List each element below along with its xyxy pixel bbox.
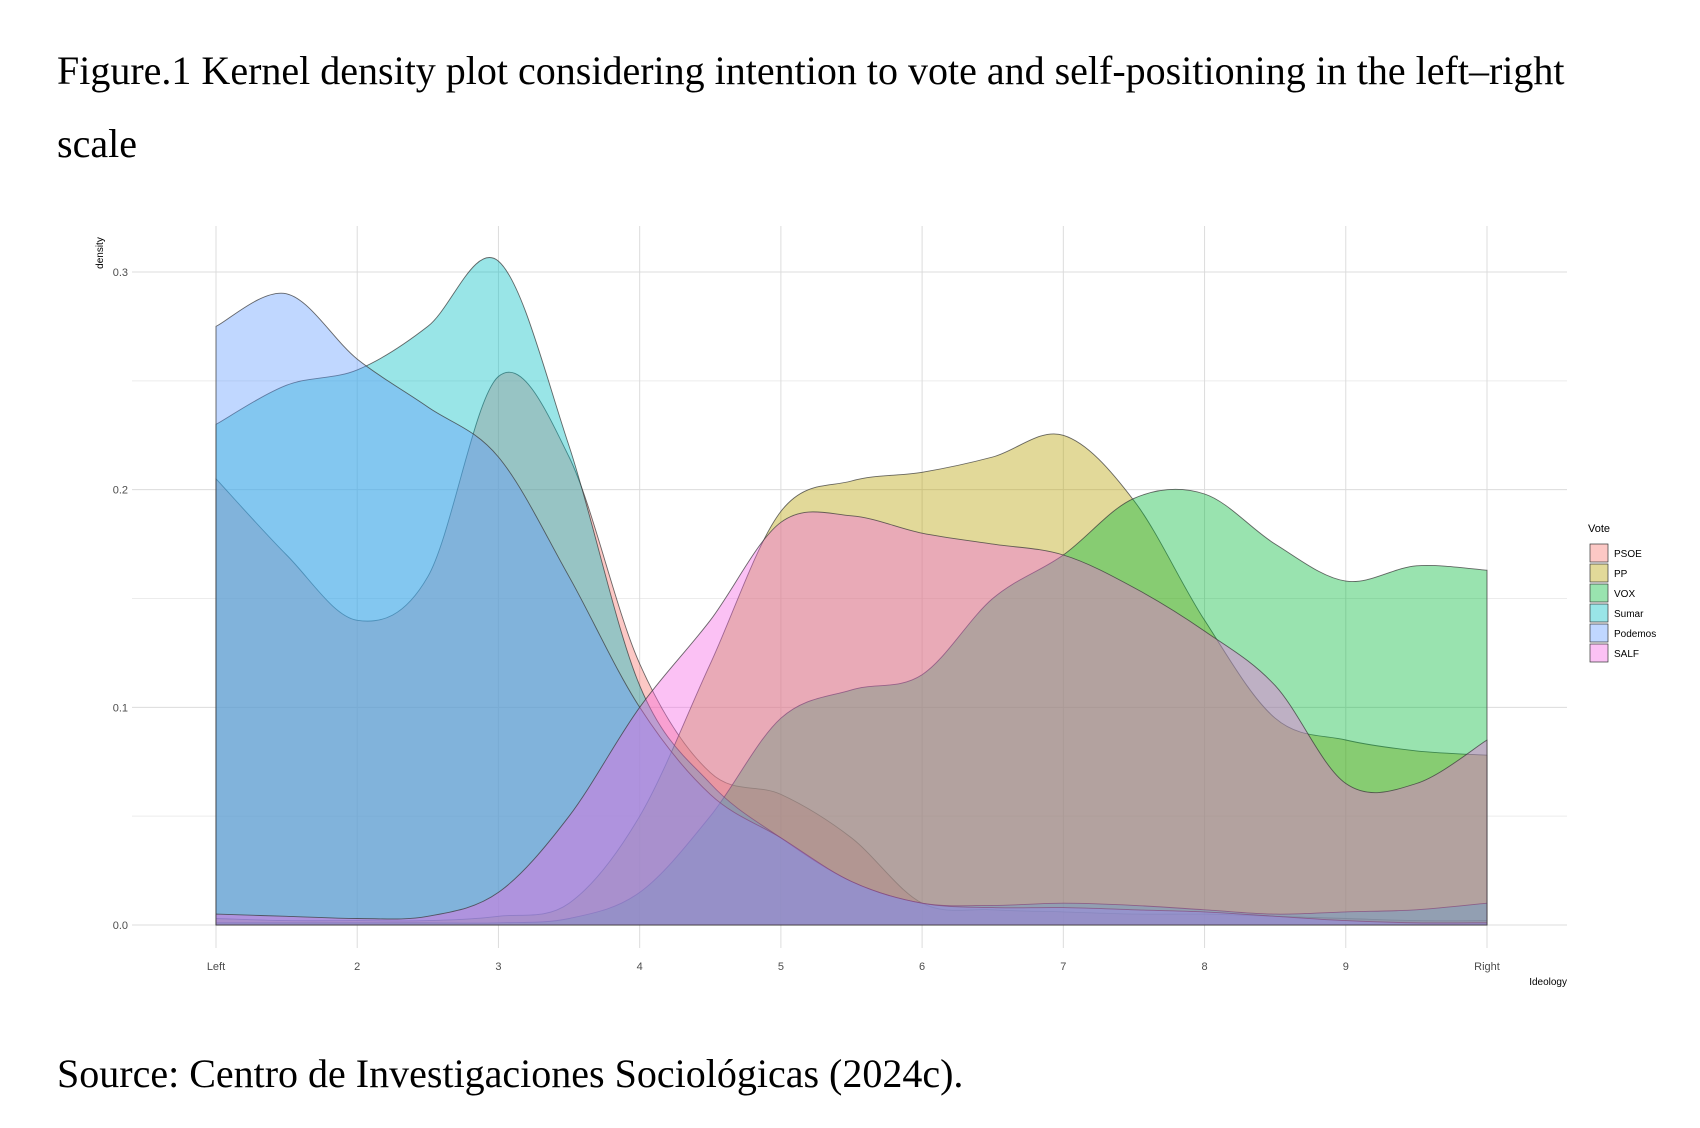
legend-swatch	[1589, 563, 1609, 583]
x-tick-label: 8	[1201, 961, 1207, 973]
y-tick-label: 0.2	[113, 485, 128, 497]
x-tick-label: 4	[637, 961, 643, 973]
figure-caption: Figure.1 Kernel density plot considering…	[57, 48, 1565, 166]
grid-lines	[132, 226, 1567, 948]
legend-label: Sumar	[1614, 609, 1644, 620]
legend-label: PP	[1614, 569, 1628, 580]
x-axis-title: Ideology	[1529, 977, 1567, 988]
legend-swatch	[1589, 603, 1609, 623]
axis-ticks: 0.0 0.1 0.2 0.3 Left 2 3 4 5 6 7 8 9 Right	[113, 267, 1500, 973]
legend-swatch	[1589, 543, 1609, 563]
plot-background	[132, 218, 1567, 948]
y-axis-title: density	[95, 237, 106, 269]
legend: Vote PSOE PP VOX Sumar Podemos SALF	[1588, 523, 1656, 663]
legend-item-salf: SALF	[1589, 643, 1639, 663]
legend-label: VOX	[1614, 589, 1635, 600]
density-area-vox	[215, 488, 1488, 926]
density-area-salf	[215, 511, 1488, 926]
density-areas	[215, 257, 1488, 926]
legend-label: SALF	[1614, 649, 1639, 660]
legend-items: PSOE PP VOX Sumar Podemos SALF	[1589, 543, 1656, 663]
figure-source: Source: Centro de Investigaciones Sociol…	[57, 1051, 964, 1096]
legend-item-psoe: PSOE	[1589, 543, 1642, 563]
density-area-podemos	[215, 292, 1488, 926]
x-tick-label: 9	[1343, 961, 1349, 973]
y-tick-label: 0.0	[113, 920, 128, 932]
legend-swatch	[1589, 643, 1609, 663]
legend-item-vox: VOX	[1589, 583, 1635, 603]
y-tick-label: 0.1	[113, 702, 128, 714]
y-tick-label: 0.3	[113, 267, 128, 279]
legend-swatch	[1589, 583, 1609, 603]
legend-item-sumar: Sumar	[1589, 603, 1644, 623]
x-tick-label: Right	[1474, 961, 1500, 973]
legend-item-podemos: Podemos	[1589, 623, 1656, 643]
legend-item-pp: PP	[1589, 563, 1628, 583]
x-tick-label: 7	[1060, 961, 1066, 973]
x-tick-label: 6	[919, 961, 925, 973]
x-tick-label: 2	[354, 961, 360, 973]
legend-title: Vote	[1588, 523, 1610, 535]
density-area-pp	[215, 433, 1488, 926]
legend-label: PSOE	[1614, 549, 1642, 560]
legend-label: Podemos	[1614, 629, 1656, 640]
legend-swatch	[1589, 623, 1609, 643]
x-tick-label: Left	[207, 961, 225, 973]
x-tick-label: 3	[495, 961, 501, 973]
x-tick-label: 5	[778, 961, 784, 973]
